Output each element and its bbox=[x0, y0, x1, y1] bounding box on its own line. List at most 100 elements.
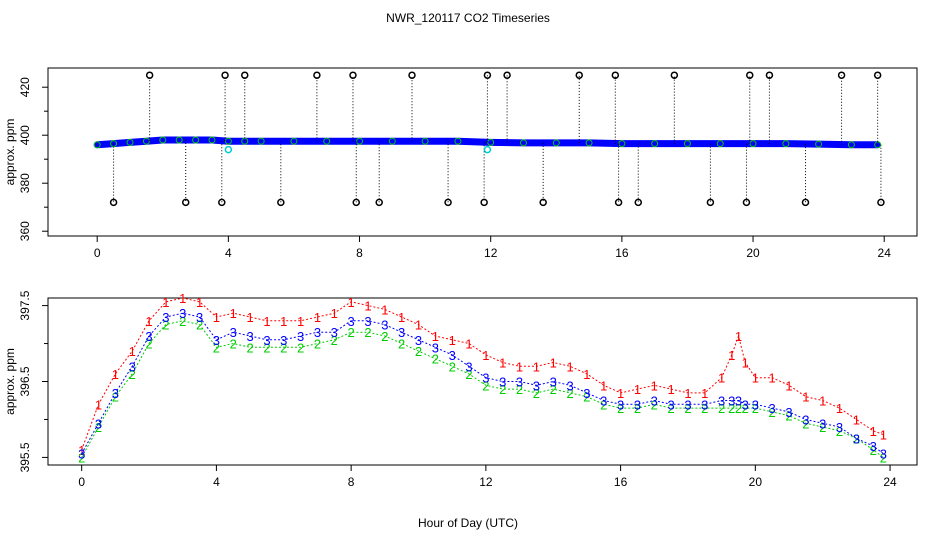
series-2-point: 2 bbox=[196, 318, 203, 333]
series-3-point: 3 bbox=[280, 333, 287, 348]
series-1-point: 1 bbox=[129, 344, 136, 359]
flagged-point bbox=[742, 198, 751, 207]
series-1-point: 1 bbox=[634, 382, 641, 397]
series-3-point: 3 bbox=[870, 439, 877, 454]
series-3-point: 3 bbox=[179, 306, 186, 321]
y-tick-label: 396.5 bbox=[18, 366, 32, 396]
baseline-point bbox=[257, 137, 265, 145]
series-2-point: 2 bbox=[398, 337, 405, 352]
baseline-point bbox=[421, 137, 429, 145]
series-3-point: 3 bbox=[533, 378, 540, 393]
series-3-point: 3 bbox=[196, 310, 203, 325]
series-1-point: 1 bbox=[196, 295, 203, 310]
series-1-point: 1 bbox=[617, 386, 624, 401]
series-1-point: 1 bbox=[381, 302, 388, 317]
highlight-point bbox=[483, 145, 492, 154]
series-2-point: 2 bbox=[533, 386, 540, 401]
baseline-point bbox=[159, 136, 167, 144]
series-3-point: 3 bbox=[331, 325, 338, 340]
flagged-point bbox=[349, 71, 357, 79]
x-tick-label: 8 bbox=[348, 475, 355, 489]
series-1-point: 1 bbox=[398, 310, 405, 325]
series-2-point: 2 bbox=[819, 420, 826, 435]
series-2-point: 2 bbox=[769, 405, 776, 420]
series-1-point: 1 bbox=[280, 314, 287, 329]
baseline-point bbox=[175, 136, 183, 144]
x-tick-label: 16 bbox=[615, 246, 629, 260]
series-3-point: 3 bbox=[752, 397, 759, 412]
baseline-point bbox=[323, 137, 331, 145]
y-axis-label: approx. ppm bbox=[3, 119, 17, 186]
series-1-point: 1 bbox=[566, 359, 573, 374]
series-3-point: 3 bbox=[482, 371, 489, 386]
series-1-point: 1 bbox=[297, 314, 304, 329]
series-3-point: 3 bbox=[112, 386, 119, 401]
series-1-point: 1 bbox=[348, 295, 355, 310]
series-2-point: 2 bbox=[735, 401, 742, 416]
x-tick-label: 4 bbox=[213, 475, 220, 489]
series-3-point: 3 bbox=[213, 333, 220, 348]
series-3-point: 3 bbox=[718, 393, 725, 408]
x-tick-label: 0 bbox=[78, 475, 85, 489]
series-2-point: 2 bbox=[785, 409, 792, 424]
series-3-point: 3 bbox=[449, 348, 456, 363]
series-3-point: 3 bbox=[297, 329, 304, 344]
series-2-point: 2 bbox=[179, 314, 186, 329]
series-1-point: 1 bbox=[718, 371, 725, 386]
series-3-point: 3 bbox=[465, 359, 472, 374]
series-2-point: 2 bbox=[718, 401, 725, 416]
series-2-point: 2 bbox=[880, 450, 887, 465]
series-2-point: 2 bbox=[684, 401, 691, 416]
flagged-point bbox=[277, 198, 285, 207]
flagged-point bbox=[634, 198, 643, 207]
figure-title: NWR_120117 CO2 Timeseries bbox=[386, 11, 550, 25]
flagged-point bbox=[873, 71, 882, 79]
series-2-point: 2 bbox=[331, 333, 338, 348]
series-2-point: 2 bbox=[728, 401, 735, 416]
baseline-point bbox=[290, 137, 298, 145]
x-tick-label: 16 bbox=[614, 475, 628, 489]
series-3-point: 3 bbox=[129, 359, 136, 374]
x-tick-label: 20 bbox=[749, 475, 763, 489]
series-3-point: 3 bbox=[95, 416, 102, 431]
series-3-point: 3 bbox=[735, 393, 742, 408]
baseline-point bbox=[519, 139, 527, 147]
series-3-point: 3 bbox=[651, 393, 658, 408]
series-2-point: 2 bbox=[465, 367, 472, 382]
series-3-point: 3 bbox=[499, 375, 506, 390]
series-2-point: 2 bbox=[364, 325, 371, 340]
top-panel: 0 4 8 12 16 20 24 360 380 400 420 approx. ppm bbox=[3, 67, 918, 260]
baseline-point bbox=[847, 141, 855, 149]
series-3-point: 3 bbox=[701, 397, 708, 412]
series-2-point: 2 bbox=[752, 401, 759, 416]
x-tick-label: 24 bbox=[883, 475, 897, 489]
series-1-point: 1 bbox=[819, 393, 826, 408]
series-3-point: 3 bbox=[836, 420, 843, 435]
series-2-point: 2 bbox=[246, 340, 253, 355]
series-3-point: 3 bbox=[162, 310, 169, 325]
flagged-point bbox=[765, 71, 774, 79]
series-3-point: 3 bbox=[381, 318, 388, 333]
series-3-point: 3 bbox=[785, 405, 792, 420]
series-1-point: 1 bbox=[853, 412, 860, 427]
series-2-point: 2 bbox=[802, 416, 809, 431]
series-1-point: 1 bbox=[550, 356, 557, 371]
series-1-point: 1 bbox=[769, 371, 776, 386]
x-tick-label: 12 bbox=[484, 246, 498, 260]
flagged-point bbox=[241, 71, 249, 79]
flagged-point bbox=[877, 198, 885, 207]
baseline-point bbox=[683, 140, 691, 148]
series-3-point: 3 bbox=[600, 393, 607, 408]
series-1-point: 1 bbox=[516, 359, 523, 374]
series-1-point: 1 bbox=[752, 371, 759, 386]
flagged-point bbox=[444, 198, 452, 207]
series-3-point: 3 bbox=[314, 325, 321, 340]
flagged-point bbox=[801, 198, 810, 207]
series-1-point: 1 bbox=[246, 310, 253, 325]
series-1-point: 1 bbox=[742, 356, 749, 371]
flagged-point bbox=[313, 71, 321, 79]
series-2-point: 2 bbox=[230, 337, 237, 352]
x-tick-label: 20 bbox=[746, 246, 760, 260]
series-2-point: 2 bbox=[651, 397, 658, 412]
series-3-point: 3 bbox=[819, 416, 826, 431]
